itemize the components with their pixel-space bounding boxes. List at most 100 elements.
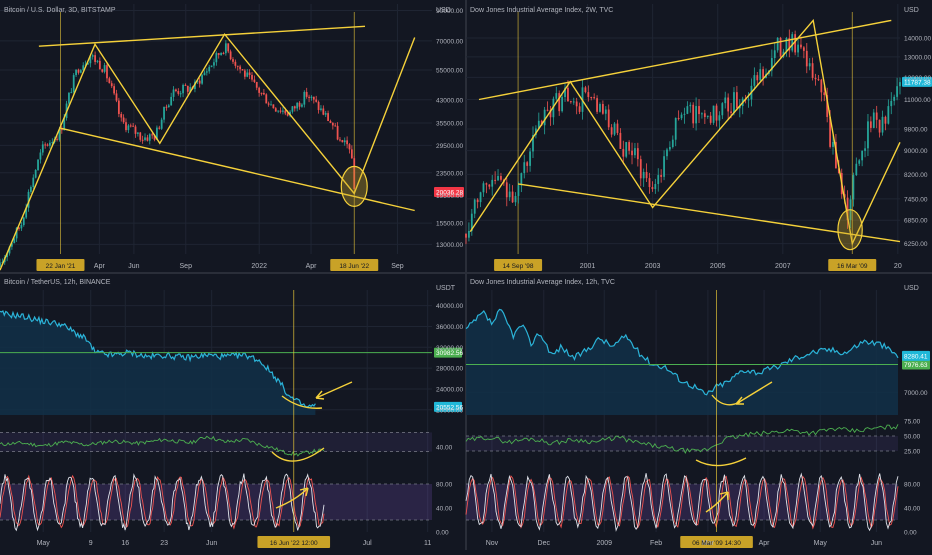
candle-body (823, 92, 826, 96)
x-tick-label: Mar (702, 540, 715, 547)
y-tick-label: 20000.00 (436, 407, 463, 414)
candle-body (13, 238, 16, 244)
candle-body (148, 134, 151, 141)
candle-body (689, 104, 692, 107)
candle-body (98, 60, 101, 70)
x-tick-label: Apr (759, 540, 771, 547)
candle-body (184, 84, 187, 86)
time-marker-label: 16 Jun '22 12:00 (270, 540, 318, 547)
candle-body (884, 116, 887, 124)
candle-body (887, 106, 890, 124)
candle-body (773, 50, 776, 59)
x-tick-label: Sep (180, 263, 193, 270)
candle-body (753, 75, 756, 86)
candle-body (298, 102, 301, 107)
candle-body (34, 170, 37, 178)
candle-body (103, 65, 106, 72)
candle-body (488, 184, 491, 187)
candle-body (596, 98, 598, 112)
candle-body (198, 80, 201, 84)
candle-body (346, 140, 349, 145)
candle-body (63, 118, 66, 131)
candle-body (220, 52, 222, 56)
candle-body (651, 187, 654, 190)
candle-body (282, 110, 284, 112)
annotation-arrow (275, 487, 309, 509)
candle-body (520, 173, 523, 186)
candle-body (158, 127, 161, 129)
candle-body (172, 89, 175, 97)
x-tick-label: May (814, 540, 828, 547)
candle-body (72, 75, 75, 93)
candle-body (132, 125, 135, 127)
candle-body (163, 106, 165, 120)
candle-body (896, 86, 898, 97)
y-tick-label: 13000.00 (904, 54, 931, 61)
candle-body (41, 144, 44, 153)
candle-body (677, 117, 680, 119)
candle-body (46, 144, 49, 146)
y-tick-label: 70000.00 (436, 38, 463, 45)
rsi-band-fill (466, 436, 898, 451)
price-tag-label: 20036.28 (436, 190, 463, 197)
candle-body (648, 178, 651, 188)
candle-body (291, 106, 294, 112)
candle-body (258, 87, 261, 93)
stoch-tick-label: 40.00 (436, 506, 453, 513)
candle-body (189, 87, 192, 92)
candle-body (270, 104, 272, 106)
candle-body (479, 192, 482, 203)
y-tick-label: 14000.00 (904, 36, 931, 43)
candle-body (532, 135, 534, 152)
candle-body (535, 128, 537, 136)
candle-body (32, 177, 35, 188)
x-tick-label: Jun (871, 540, 882, 547)
candle-body (317, 101, 320, 110)
candle-body (77, 69, 80, 73)
y-tick-label: 23500.00 (436, 170, 463, 177)
panel-title: Dow Jones Industrial Average Index, 12h,… (470, 279, 615, 286)
candle-body (703, 113, 706, 118)
candle-body (156, 127, 158, 140)
candle-body (619, 132, 622, 149)
candle-body (75, 69, 77, 76)
candle-body (272, 104, 275, 109)
candle-body (37, 159, 39, 171)
candle-body (639, 159, 642, 179)
candle-body (70, 92, 73, 94)
candle-body (18, 227, 20, 229)
x-tick-label: Sep (391, 263, 404, 270)
date-marker-label: 14 Sep '98 (503, 263, 534, 270)
y-tick-label: 15500.00 (436, 221, 463, 228)
candle-body (336, 125, 339, 140)
axis-currency: USDT (436, 285, 456, 292)
candle-body (631, 150, 633, 156)
annotation-arrow (315, 381, 353, 400)
candle-body (44, 144, 47, 146)
candle-body (255, 81, 258, 88)
y-tick-label: 7450.00 (904, 196, 928, 203)
candle-body (324, 113, 327, 115)
date-marker-badge (494, 259, 543, 271)
candle-body (628, 142, 631, 151)
candle-body (491, 179, 494, 187)
level-tag-label: 7976.63 (904, 362, 928, 369)
price-tag (902, 76, 932, 87)
candle-body (776, 37, 779, 51)
candle-body (616, 123, 619, 133)
y-tick-label: 29500.00 (436, 143, 463, 150)
candle-body (578, 106, 581, 112)
candle-body (575, 101, 578, 107)
candle-body (144, 137, 146, 140)
candle-body (101, 69, 104, 72)
candle-body (564, 87, 566, 98)
candle-body (770, 58, 773, 71)
y-tick-label: 6850.00 (904, 218, 928, 225)
candle-body (802, 47, 805, 51)
x-tick-label: 2009 (596, 540, 612, 547)
time-marker-badge (680, 536, 753, 548)
candle-body (526, 162, 529, 166)
x-tick-label: 23 (160, 540, 168, 547)
candle-body (613, 123, 616, 135)
x-tick-label: 20 (894, 263, 902, 270)
